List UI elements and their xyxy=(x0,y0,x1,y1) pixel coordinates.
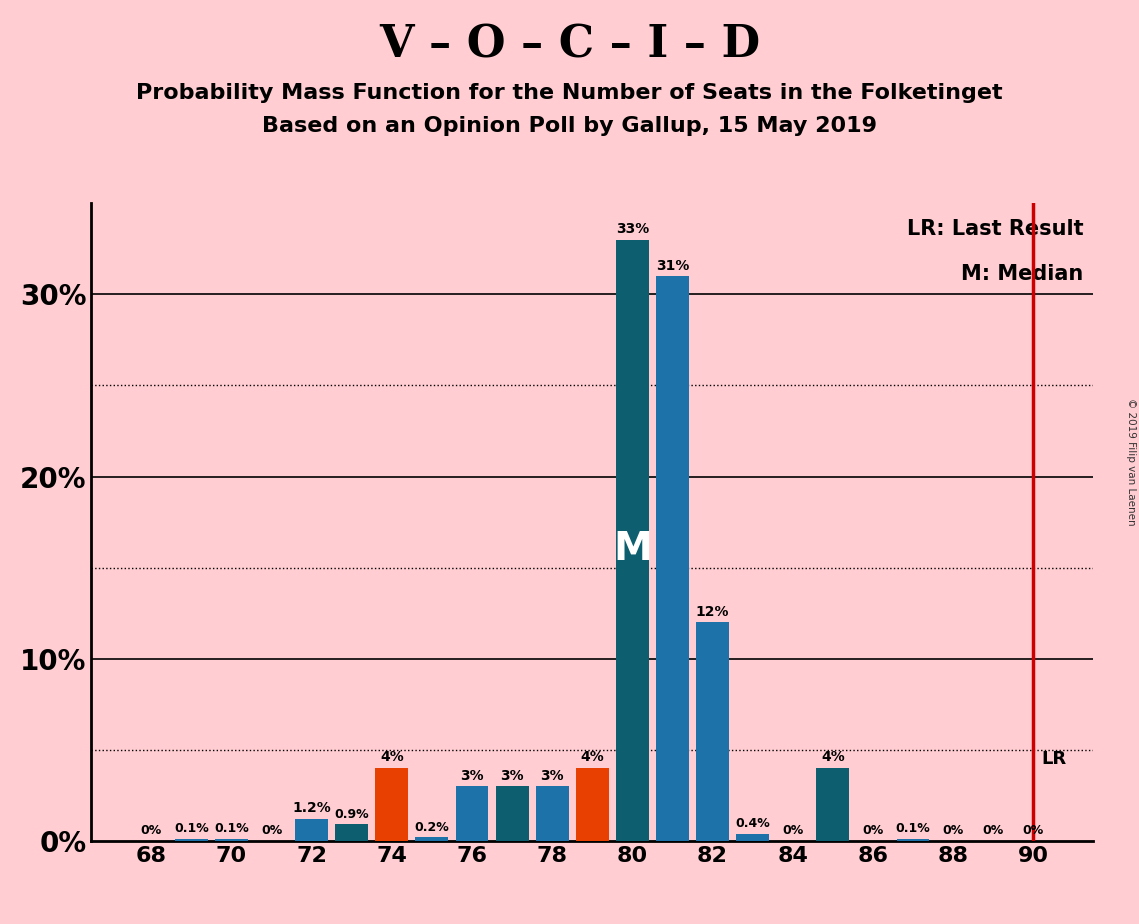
Text: 0%: 0% xyxy=(1023,824,1044,837)
Text: 0.2%: 0.2% xyxy=(415,821,449,833)
Text: 3%: 3% xyxy=(540,769,564,783)
Text: V – O – C – I – D: V – O – C – I – D xyxy=(379,23,760,67)
Text: 3%: 3% xyxy=(460,769,484,783)
Bar xyxy=(456,786,489,841)
Bar xyxy=(175,839,207,841)
Text: 12%: 12% xyxy=(696,604,729,618)
Text: 0.1%: 0.1% xyxy=(895,822,931,835)
Bar xyxy=(335,824,368,841)
Text: Based on an Opinion Poll by Gallup, 15 May 2019: Based on an Opinion Poll by Gallup, 15 M… xyxy=(262,116,877,136)
Bar xyxy=(656,276,689,841)
Bar xyxy=(535,786,568,841)
Text: 0%: 0% xyxy=(140,824,162,837)
Text: 3%: 3% xyxy=(500,769,524,783)
Bar xyxy=(696,622,729,841)
Bar xyxy=(817,768,850,841)
Text: 0%: 0% xyxy=(782,824,803,837)
Text: 0%: 0% xyxy=(942,824,964,837)
Text: 0%: 0% xyxy=(983,824,1003,837)
Bar xyxy=(295,819,328,841)
Text: 31%: 31% xyxy=(656,259,689,273)
Text: M: M xyxy=(613,530,652,568)
Text: 0.9%: 0.9% xyxy=(335,808,369,821)
Bar xyxy=(616,239,649,841)
Bar xyxy=(736,833,769,841)
Text: 4%: 4% xyxy=(380,750,403,764)
Text: © 2019 Filip van Laenen: © 2019 Filip van Laenen xyxy=(1125,398,1136,526)
Text: Probability Mass Function for the Number of Seats in the Folketinget: Probability Mass Function for the Number… xyxy=(137,83,1002,103)
Text: 0.1%: 0.1% xyxy=(214,822,248,835)
Bar xyxy=(215,839,248,841)
Bar xyxy=(376,768,408,841)
Text: M: Median: M: Median xyxy=(961,264,1083,284)
Text: 0.1%: 0.1% xyxy=(174,822,208,835)
Bar xyxy=(416,837,449,841)
Bar xyxy=(896,839,929,841)
Bar xyxy=(576,768,608,841)
Text: LR: Last Result: LR: Last Result xyxy=(907,219,1083,239)
Text: 33%: 33% xyxy=(616,222,649,236)
Text: 4%: 4% xyxy=(821,750,845,764)
Text: 1.2%: 1.2% xyxy=(293,801,331,815)
Text: 4%: 4% xyxy=(581,750,604,764)
Text: 0%: 0% xyxy=(261,824,282,837)
Text: 0.4%: 0.4% xyxy=(736,817,770,830)
Text: LR: LR xyxy=(1041,750,1066,768)
Bar xyxy=(495,786,528,841)
Text: 0%: 0% xyxy=(862,824,884,837)
